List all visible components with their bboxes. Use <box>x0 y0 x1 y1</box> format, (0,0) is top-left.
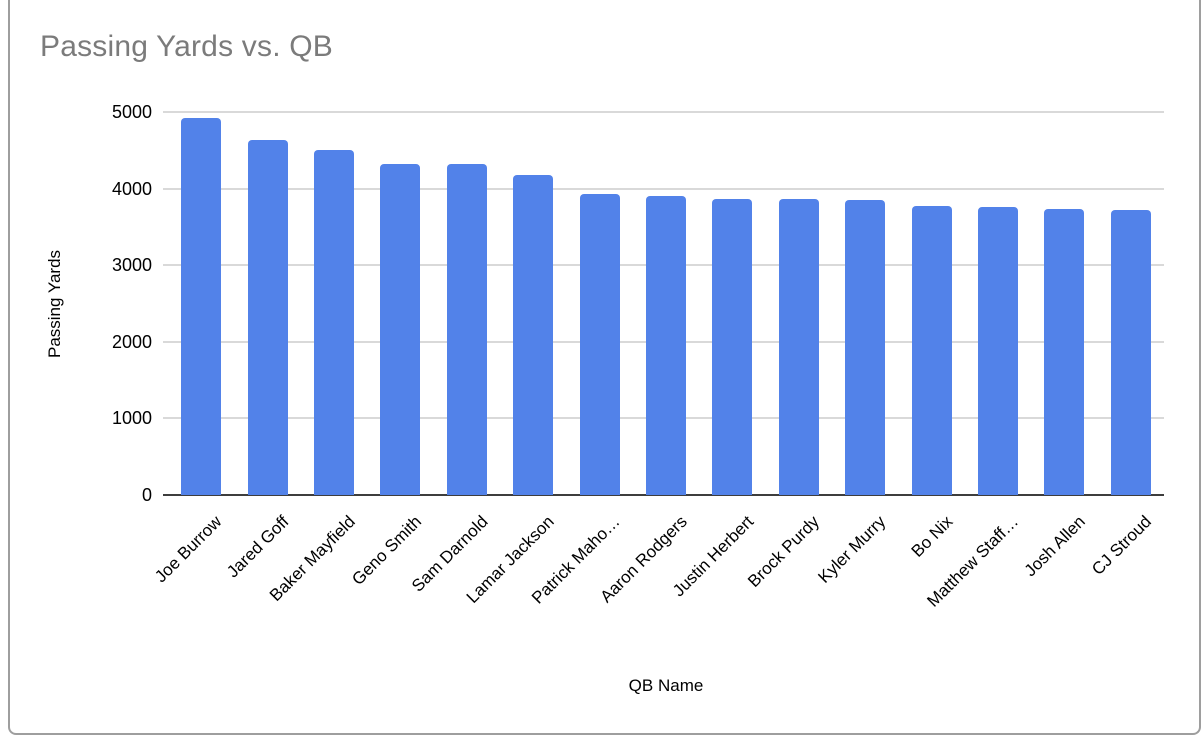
x-axis-label: Bo Nix <box>907 512 957 561</box>
bar[interactable] <box>978 206 1018 495</box>
x-axis-label: Kyler Murry <box>814 512 890 587</box>
y-tick-label: 3000 <box>111 255 152 276</box>
x-axis-title: QB Name <box>628 676 704 695</box>
bar[interactable] <box>911 205 952 495</box>
y-tick-label: 5000 <box>111 102 152 122</box>
gridline <box>163 111 1164 113</box>
x-axis-line <box>163 494 1164 496</box>
bar[interactable] <box>446 164 487 495</box>
x-axis-label: Jared Goff <box>222 512 293 582</box>
chart-title: Passing Yards vs. QB <box>40 30 334 63</box>
x-axis-label: CJ Stroud <box>1088 512 1156 579</box>
bar[interactable] <box>181 118 222 495</box>
bar[interactable] <box>314 150 354 495</box>
bar[interactable] <box>247 140 288 495</box>
bar[interactable] <box>778 199 819 495</box>
bar[interactable] <box>712 198 753 495</box>
bar[interactable] <box>1110 209 1151 495</box>
bar[interactable] <box>845 200 886 495</box>
x-axis-label: Josh Allen <box>1020 512 1089 581</box>
bar[interactable] <box>646 196 686 495</box>
x-axis-label: Joe Burrow <box>151 512 226 587</box>
gridline <box>163 187 1164 190</box>
y-tick-label: 0 <box>141 485 152 505</box>
y-tick-label: 4000 <box>111 178 152 199</box>
bar[interactable] <box>1044 209 1085 495</box>
bar[interactable] <box>513 175 554 495</box>
y-tick-label: 1000 <box>111 408 152 429</box>
y-tick-label: 2000 <box>111 331 152 352</box>
bar[interactable] <box>380 164 421 495</box>
bar[interactable] <box>579 194 620 495</box>
